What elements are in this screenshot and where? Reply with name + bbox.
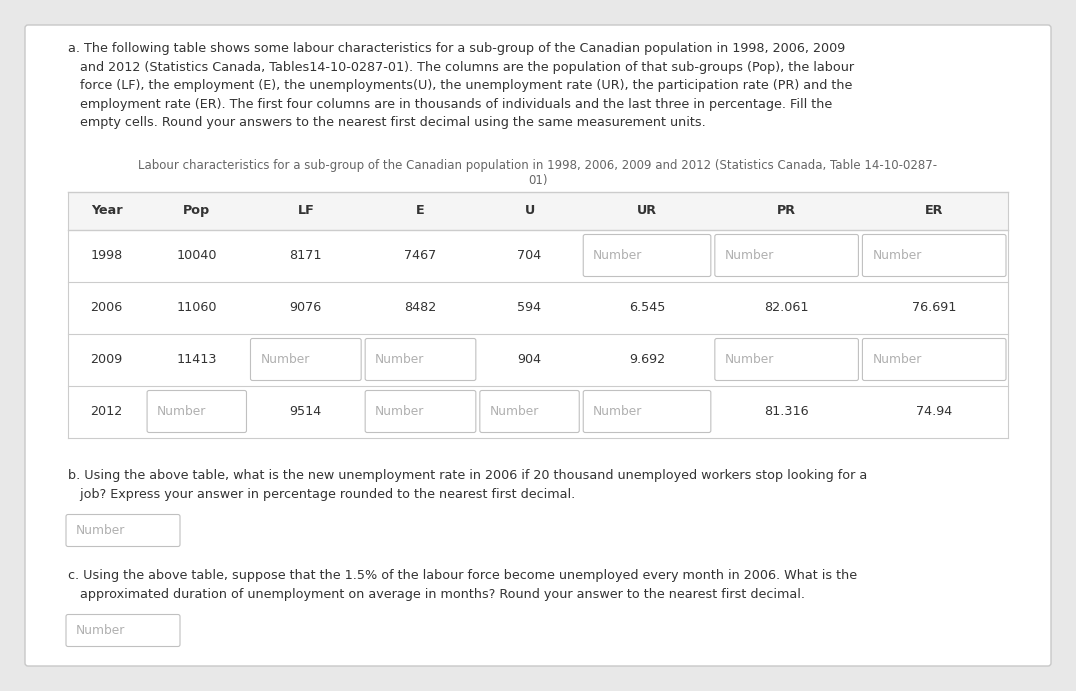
Text: ER: ER xyxy=(925,204,944,217)
Text: 82.061: 82.061 xyxy=(764,301,809,314)
Text: 9.692: 9.692 xyxy=(629,353,665,366)
Text: Number: Number xyxy=(725,353,775,366)
Text: Number: Number xyxy=(725,249,775,262)
Text: 81.316: 81.316 xyxy=(764,405,809,418)
Bar xyxy=(68,191,1008,229)
Text: 704: 704 xyxy=(518,249,541,262)
FancyBboxPatch shape xyxy=(66,515,180,547)
Text: empty cells. Round your answers to the nearest first decimal using the same meas: empty cells. Round your answers to the n… xyxy=(68,116,706,129)
Text: UR: UR xyxy=(637,204,657,217)
Text: Number: Number xyxy=(873,353,922,366)
FancyBboxPatch shape xyxy=(365,339,476,381)
Text: Number: Number xyxy=(873,249,922,262)
Text: 10040: 10040 xyxy=(176,249,217,262)
Text: 76.691: 76.691 xyxy=(912,301,957,314)
FancyBboxPatch shape xyxy=(25,25,1051,666)
FancyBboxPatch shape xyxy=(863,339,1006,381)
Text: job? Express your answer in percentage rounded to the nearest first decimal.: job? Express your answer in percentage r… xyxy=(68,488,576,501)
Text: 8482: 8482 xyxy=(405,301,437,314)
Text: and 2012 (Statistics Canada, Tables14-10-0287-01). The columns are the populatio: and 2012 (Statistics Canada, Tables14-10… xyxy=(68,61,854,73)
Text: Pop: Pop xyxy=(183,204,211,217)
Text: Number: Number xyxy=(76,624,126,637)
Text: 11413: 11413 xyxy=(176,353,217,366)
FancyBboxPatch shape xyxy=(66,614,180,647)
Text: 7467: 7467 xyxy=(405,249,437,262)
FancyBboxPatch shape xyxy=(714,234,859,276)
Text: PR: PR xyxy=(777,204,796,217)
Text: force (LF), the employment (E), the unemployments(U), the unemployment rate (UR): force (LF), the employment (E), the unem… xyxy=(68,79,852,92)
Text: Number: Number xyxy=(376,405,425,418)
Text: 9076: 9076 xyxy=(289,301,322,314)
Text: Labour characteristics for a sub-group of the Canadian population in 1998, 2006,: Labour characteristics for a sub-group o… xyxy=(139,158,937,171)
Text: Number: Number xyxy=(593,249,642,262)
Text: 1998: 1998 xyxy=(90,249,123,262)
FancyBboxPatch shape xyxy=(863,234,1006,276)
Text: Number: Number xyxy=(76,524,126,537)
Text: U: U xyxy=(524,204,535,217)
FancyBboxPatch shape xyxy=(147,390,246,433)
Text: Year: Year xyxy=(90,204,123,217)
Text: 8171: 8171 xyxy=(289,249,322,262)
Text: Number: Number xyxy=(490,405,539,418)
FancyBboxPatch shape xyxy=(251,339,362,381)
Text: 9514: 9514 xyxy=(289,405,322,418)
Text: employment rate (ER). The first four columns are in thousands of individuals and: employment rate (ER). The first four col… xyxy=(68,97,832,111)
Text: 2009: 2009 xyxy=(90,353,123,366)
Text: 01): 01) xyxy=(528,173,548,187)
Text: Number: Number xyxy=(593,405,642,418)
Text: 904: 904 xyxy=(518,353,541,366)
Text: 2012: 2012 xyxy=(90,405,123,418)
Text: b. Using the above table, what is the new unemployment rate in 2006 if 20 thousa: b. Using the above table, what is the ne… xyxy=(68,469,867,482)
Text: approximated duration of unemployment on average in months? Round your answer to: approximated duration of unemployment on… xyxy=(68,588,805,601)
FancyBboxPatch shape xyxy=(714,339,859,381)
FancyBboxPatch shape xyxy=(365,390,476,433)
FancyBboxPatch shape xyxy=(583,234,711,276)
Text: Number: Number xyxy=(376,353,425,366)
Text: 594: 594 xyxy=(518,301,541,314)
Text: a. The following table shows some labour characteristics for a sub-group of the : a. The following table shows some labour… xyxy=(68,42,846,55)
Text: 2006: 2006 xyxy=(90,301,123,314)
Text: Number: Number xyxy=(157,405,207,418)
Text: 74.94: 74.94 xyxy=(916,405,952,418)
Text: 6.545: 6.545 xyxy=(628,301,665,314)
Text: LF: LF xyxy=(297,204,314,217)
Text: Number: Number xyxy=(260,353,310,366)
FancyBboxPatch shape xyxy=(480,390,579,433)
Text: c. Using the above table, suppose that the 1.5% of the labour force become unemp: c. Using the above table, suppose that t… xyxy=(68,569,858,583)
Text: E: E xyxy=(416,204,425,217)
Text: 11060: 11060 xyxy=(176,301,217,314)
FancyBboxPatch shape xyxy=(583,390,711,433)
